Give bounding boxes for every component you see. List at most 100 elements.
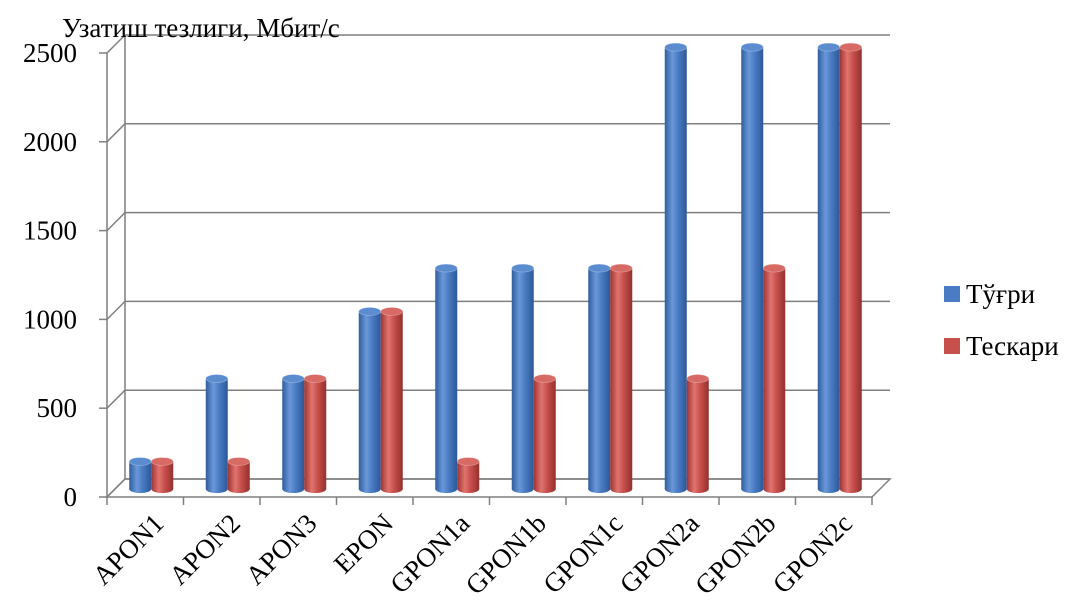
bar-base (304, 485, 327, 493)
bar-cap (150, 457, 174, 466)
bar (227, 457, 251, 493)
gridline-side (106, 123, 126, 143)
bar-cap (762, 263, 786, 273)
bar-body (686, 378, 709, 489)
x-tick-label: GPON1c (537, 508, 628, 599)
bar-body (380, 311, 403, 489)
bar (281, 374, 305, 493)
legend-entry: Тескари (966, 331, 1059, 361)
bar-cap (686, 374, 710, 383)
bar (456, 457, 480, 493)
bar-cap (740, 42, 764, 52)
x-tick-label: GPON2c (767, 508, 858, 599)
bar-base (227, 485, 250, 493)
y-tick-label: 1000 (23, 304, 77, 334)
bar-cap (587, 263, 611, 273)
bar-base (763, 485, 786, 493)
bar-body (358, 311, 381, 489)
x-tick-label: GPON2b (689, 508, 781, 600)
bar-cap (434, 263, 458, 273)
bar (380, 306, 404, 493)
bar-base (511, 485, 534, 493)
bar-cap (380, 306, 404, 316)
bar-body (151, 461, 174, 489)
bar-base (457, 485, 480, 493)
bar-cap (358, 306, 382, 316)
bar-body (511, 268, 534, 489)
bar-cap (533, 374, 557, 383)
y-axis-label: Узатиш тезлиги, Мбит/с (62, 13, 340, 43)
x-tick-label: APON3 (240, 508, 323, 591)
bar (150, 457, 174, 493)
bar (303, 374, 327, 493)
bar-body (533, 378, 556, 489)
bar-cap (205, 374, 229, 383)
bar-base (282, 485, 305, 493)
bar-body (227, 461, 250, 489)
bar (358, 306, 382, 493)
bar-cap (303, 374, 327, 383)
bar-body (741, 47, 764, 490)
bar-body (129, 461, 152, 489)
bar-base (588, 485, 611, 493)
x-tick-label: GPON1b (460, 508, 552, 600)
bar-cap (281, 374, 305, 383)
axes (105, 35, 892, 505)
bar-base (533, 485, 556, 493)
bar-base (686, 485, 709, 493)
bar-body (457, 461, 480, 489)
bar-cap (227, 457, 251, 466)
bar (128, 457, 152, 493)
y-tick-label: 500 (37, 393, 78, 423)
bar-base (664, 485, 687, 493)
bar-base (205, 485, 228, 493)
bar-base (741, 485, 764, 493)
y-tick-label: 2500 (23, 38, 77, 68)
legend-entry: Тўғри (966, 279, 1035, 309)
bar (817, 42, 841, 493)
x-tick-label: GPON1a (384, 508, 475, 599)
legend-swatch (944, 338, 960, 354)
bar-cap (817, 42, 841, 52)
bar-body (763, 268, 786, 489)
bar (740, 42, 764, 493)
bar (762, 263, 786, 493)
bar-base (358, 485, 381, 493)
bar (609, 263, 633, 493)
x-tick-label: GPON2a (614, 508, 705, 599)
gridline-side (106, 212, 126, 232)
bar (587, 263, 611, 493)
bar-base (610, 485, 633, 493)
bar-body (435, 268, 458, 489)
bar-body (588, 268, 611, 489)
bar-cap (664, 42, 688, 52)
bar-body (304, 378, 327, 489)
bar (839, 42, 863, 493)
bar-base (839, 485, 862, 493)
bar-body (282, 378, 305, 489)
bars (128, 42, 863, 493)
bar (686, 374, 710, 493)
bar-base (129, 485, 152, 493)
gridline-side (106, 389, 126, 409)
bar-body (610, 268, 633, 489)
bar-cap (456, 457, 480, 466)
legend: Тўғри Тескари (944, 279, 1059, 361)
x-tick-label: APON1 (87, 508, 170, 591)
bar-base (435, 485, 458, 493)
y-tick-label: 2000 (23, 127, 77, 157)
bar (533, 374, 557, 493)
bar-base (817, 485, 840, 493)
bar-base (380, 485, 403, 493)
bar (664, 42, 688, 493)
chart-floor (105, 478, 892, 498)
bar (205, 374, 229, 493)
bar (511, 263, 535, 493)
x-tick-label: APON2 (163, 508, 246, 591)
bar-cap (609, 263, 633, 273)
bar-body (817, 47, 840, 490)
legend-swatch (944, 286, 960, 302)
y-tick-labels: 0 500 1000 1500 2000 2500 (23, 38, 77, 512)
